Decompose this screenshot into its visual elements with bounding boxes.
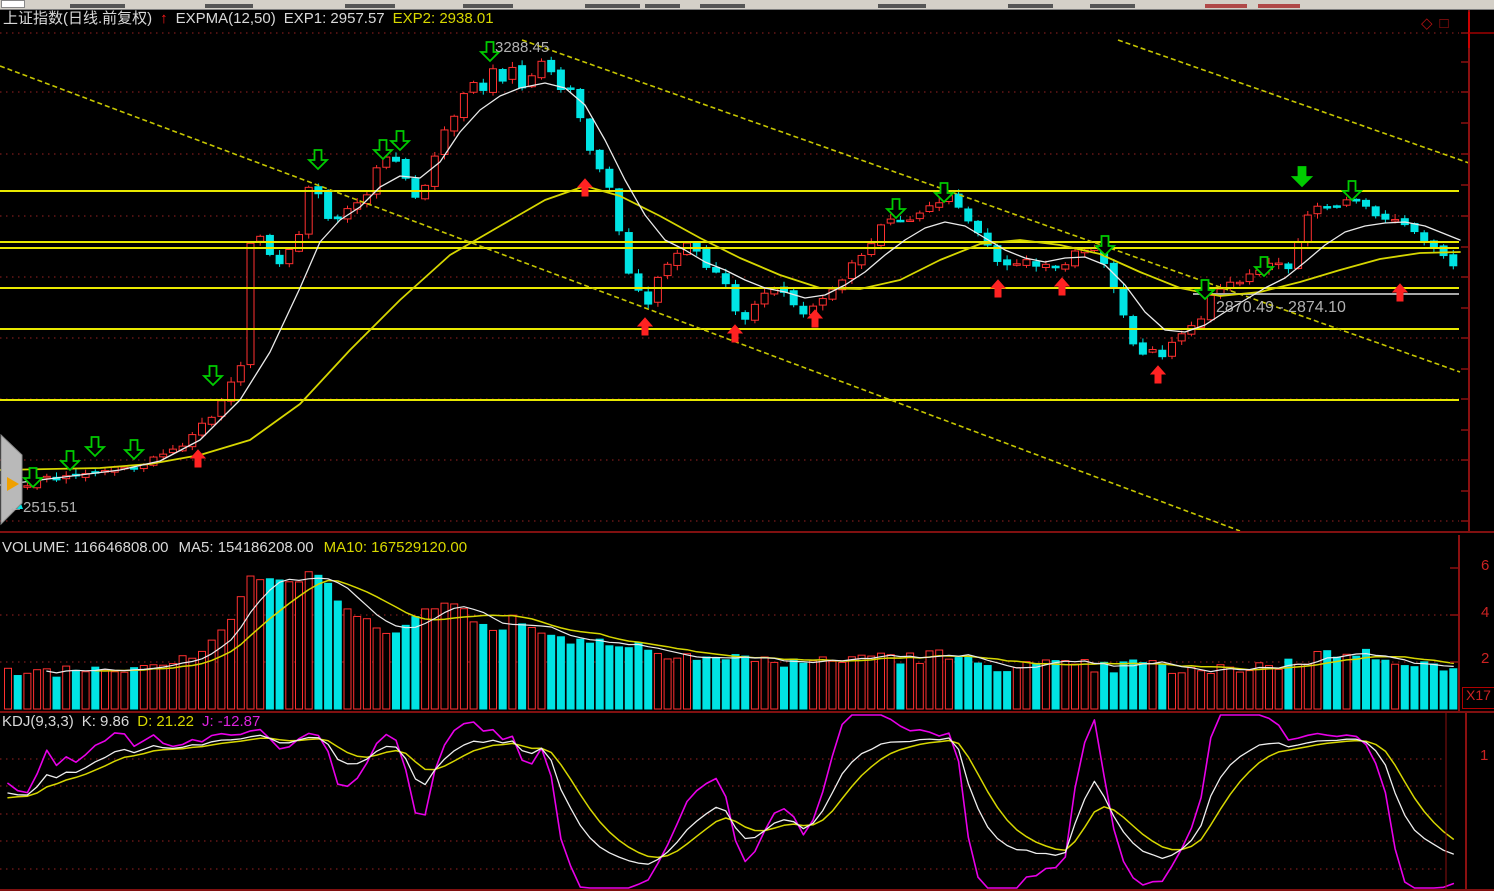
menu-item-fragment[interactable] <box>585 4 640 8</box>
kdj-k-value: K: 9.86 <box>81 713 130 730</box>
kdj-j-value: J: -12.87 <box>201 713 261 730</box>
signal-arrows <box>10 41 1409 509</box>
volume-ma5-value: MA5: 154186208.00 <box>178 539 314 556</box>
exp2-value: EXP2: 2938.01 <box>392 10 494 27</box>
corner-toolbar: ◇ □ <box>1421 15 1456 33</box>
kdj-axis <box>1445 713 1467 889</box>
main-chart-header: 上证指数(日线.前复权) ↑ EXPMA(12,50) EXP1: 2957.57 EX… <box>3 10 502 28</box>
menu-item-fragment[interactable] <box>645 4 680 8</box>
exp1-value: EXP1: 2957.57 <box>283 10 385 27</box>
expma-lines <box>0 82 1461 486</box>
diamond-icon[interactable]: ◇ <box>1421 15 1433 32</box>
menu-item-fragment[interactable] <box>878 4 926 8</box>
pane-separators <box>0 531 1494 891</box>
volume-value: VOLUME: 116646808.00 <box>2 539 169 556</box>
low-pointer-icon: ← <box>8 499 23 516</box>
menu-item-fragment[interactable] <box>463 4 513 8</box>
kdj-lines <box>7 714 1455 889</box>
indicator-name[interactable]: EXPMA(12,50) <box>175 10 276 27</box>
kdj-header: KDJ(9,3,3) K: 9.86 D: 21.22 J: -12.87 <box>2 713 268 731</box>
signal-up-arrow-icon: ↑ <box>160 10 168 27</box>
kdj-grid <box>0 758 1446 870</box>
menu-item-fragment[interactable] <box>1205 4 1247 8</box>
golden-section-lines <box>0 190 1459 401</box>
trend-lines <box>0 39 1470 532</box>
volume-ma-lines <box>46 577 1455 674</box>
volume-multiplier-label: X17 <box>1462 687 1494 709</box>
volume-axis-label-2: 2 <box>1481 650 1490 667</box>
menu-item-fragment[interactable] <box>1008 4 1053 8</box>
main-price-axis <box>1461 10 1494 531</box>
kdj-d-value: D: 21.22 <box>137 713 194 730</box>
menu-item-fragment[interactable] <box>1090 4 1135 8</box>
menu-item-fragment[interactable] <box>205 4 253 8</box>
candlestick-series <box>4 56 1458 493</box>
volume-axis-label-4: 4 <box>1481 604 1490 621</box>
menu-item-fragment[interactable] <box>700 4 745 8</box>
instrument-title: 上证指数(日线.前复权) <box>3 10 153 27</box>
volume-axis <box>1450 535 1460 711</box>
menu-item-fragment[interactable] <box>345 4 395 8</box>
window-box-icon[interactable]: □ <box>1439 15 1449 32</box>
volume-header: VOLUME: 116646808.00 MA5: 154186208.00 MA1… <box>2 539 477 557</box>
volume-ma10-value: MA10: 167529120.00 <box>323 539 468 556</box>
menu-bar[interactable] <box>0 0 1494 10</box>
menu-item-fragment[interactable] <box>1258 4 1300 8</box>
gap-range-label: 2870.49 - 2874.10 <box>1216 299 1346 316</box>
kdj-axis-label-100: 1 <box>1480 747 1489 764</box>
volume-axis-label-6: 6 <box>1481 557 1490 574</box>
kdj-name[interactable]: KDJ(9,3,3) <box>2 713 74 730</box>
peak-price-label: 3288.45 <box>495 39 550 56</box>
left-scroll-tab[interactable] <box>0 433 23 526</box>
menu-logo-box <box>1 0 25 8</box>
volume-bars <box>4 571 1458 710</box>
menu-item-fragment[interactable] <box>70 4 125 8</box>
low-price-label: ←2515.51 <box>8 499 78 516</box>
